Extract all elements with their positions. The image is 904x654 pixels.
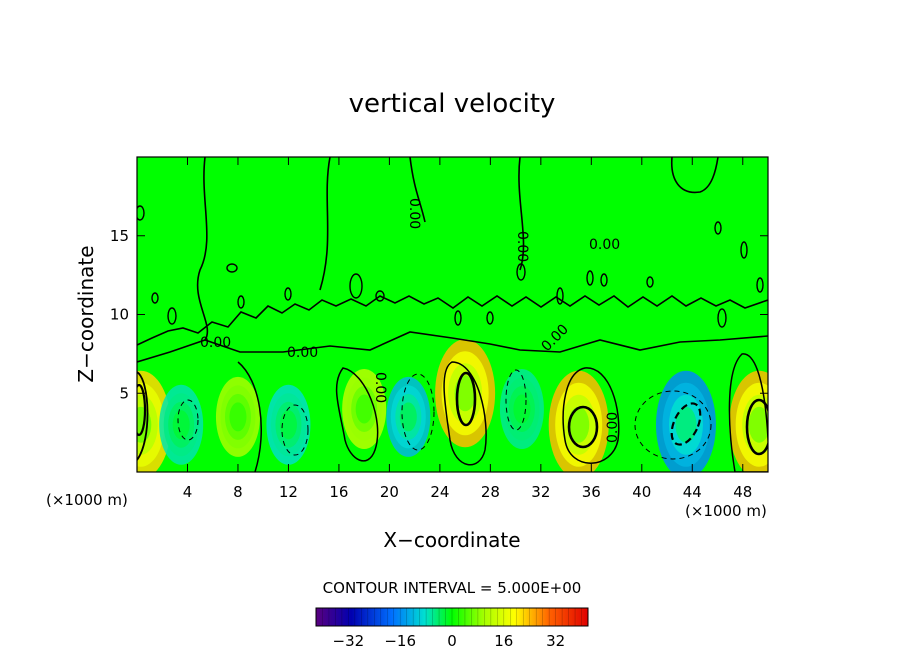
x-tick-label: 8 [233,483,243,501]
y-axis-label: Z−coordinate [74,245,98,382]
contour-label: 0.00 [287,345,318,361]
zero-contour-v5 [671,157,719,194]
plot-area: 0.00 0.00 0.00 0.00 0.00 0.00 0.00 0.00 [137,157,768,472]
contour-interval-label: CONTOUR INTERVAL = 5.000E+00 [323,579,582,597]
inner-contour-4 [137,383,147,437]
x-axis-label: X−coordinate [383,528,520,552]
negative-contour-1 [177,399,199,441]
downdraft-cell [513,394,531,424]
colorbar-gradient [316,608,588,626]
downdraft-cell [675,406,697,443]
colorbar-tick-label: 16 [494,632,513,650]
inner-contour-2 [567,405,599,449]
x-tick-label: 20 [380,483,399,501]
island-contour [646,276,654,288]
cell-contour-3 [335,367,379,462]
negative-contour-2 [281,404,309,456]
x-tick-label: 40 [632,483,651,501]
negative-contour-5 [634,390,712,460]
cell-contour-4 [443,361,487,466]
island-contour [349,273,363,299]
colorbar-tick-label: 32 [546,632,565,650]
island-contour [516,263,526,281]
x-axis-unit: (×1000 m) [46,491,128,509]
colorbar-frame [315,607,589,627]
downdraft-cell [399,402,417,432]
y-tick-label: 15 [110,227,129,245]
island-contour [756,277,764,293]
zero-contour-lower [137,331,768,363]
x-tick-label: 36 [582,483,601,501]
island-contour [237,295,245,309]
negative-contour-3 [401,373,435,451]
contour-label: 0.00 [372,372,388,403]
y-axis-unit: (×1000 m) [685,502,767,520]
island-contour [137,205,145,221]
cell-contour-2 [237,361,263,472]
island-contour [375,290,385,302]
island-contour [284,287,292,301]
negative-contour-6 [670,402,702,446]
y-tick-label: 10 [110,306,129,324]
x-tick-label: 24 [430,483,449,501]
inner-contour-3 [745,398,768,456]
updraft-cell [229,402,247,432]
x-tick-label: 44 [683,483,702,501]
cell-contour-1 [137,371,149,461]
contour-label: 0.00 [605,412,621,443]
updraft-cell [748,406,768,443]
updraft-cell [355,394,373,424]
colorbar-divisions [322,608,582,626]
contour-label: 0.00 [514,231,530,262]
island-contour [486,311,494,325]
zero-contour-v3 [409,157,426,223]
colorbar-tick-label: −32 [333,632,365,650]
island-contour [151,292,159,304]
contour-label: 0.00 [200,335,231,351]
updraft-cell [568,406,590,443]
island-contour [717,308,727,328]
colorbar-tick-label: −16 [384,632,416,650]
contour-lines [137,157,768,472]
zero-contour-v2 [319,157,331,291]
island-contour [454,310,462,326]
chart-title: vertical velocity [349,89,556,119]
colorbar-ticks: −32 −16 0 16 32 [333,632,566,650]
zero-contour-v1 [196,157,209,341]
x-axis: 4 8 12 16 20 24 28 32 36 40 44 48 [183,157,752,501]
cell-contour-5 [562,367,620,464]
colorbar-tick-label: 0 [447,632,457,650]
x-tick-label: 32 [531,483,550,501]
x-tick-label: 16 [329,483,348,501]
contour-label: 0.00 [406,198,422,229]
inner-contour-1 [455,371,477,427]
y-axis: 5 10 15 [110,227,768,402]
island-contour [714,221,722,235]
island-contour [226,263,238,273]
zero-contour-upper [137,295,768,346]
island-contour [600,273,608,287]
downdraft-cell [172,410,190,440]
zero-contour-v4 [518,157,525,271]
colorbar: −32 −16 0 16 32 [315,607,589,650]
x-tick-label: 12 [279,483,298,501]
island-contour [167,307,177,325]
x-tick-label: 28 [481,483,500,501]
y-tick-label: 5 [119,384,129,402]
negative-contour-4 [505,369,527,431]
island-contour [586,270,594,286]
x-tick-label: 48 [733,483,752,501]
island-contour [556,287,564,305]
contour-label: 0.00 [589,237,620,253]
cell-contour-6 [728,353,768,472]
x-tick-label: 4 [183,483,193,501]
island-contour [740,241,748,259]
